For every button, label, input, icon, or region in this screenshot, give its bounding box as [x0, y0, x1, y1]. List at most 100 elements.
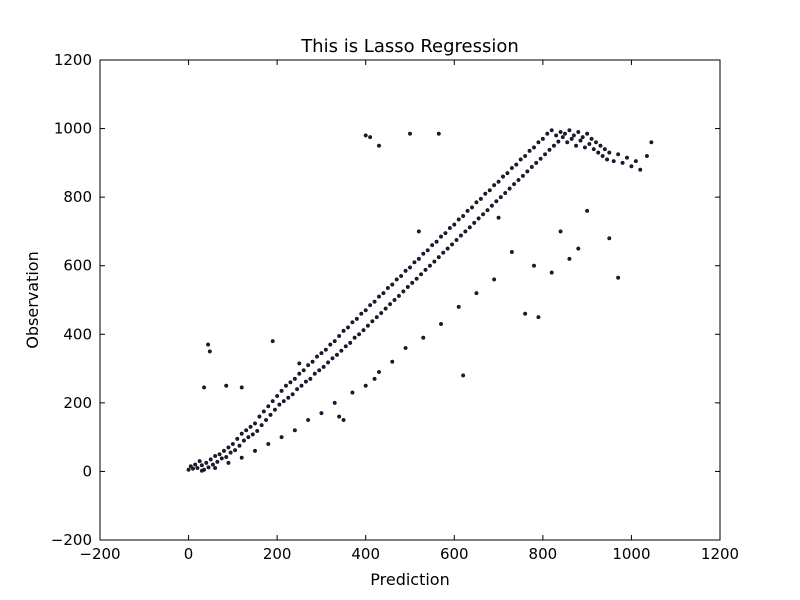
- scatter-point: [377, 143, 382, 148]
- scatter-point: [248, 424, 253, 429]
- scatter-point: [536, 140, 541, 145]
- scatter-point: [556, 139, 561, 144]
- scatter-point: [607, 150, 612, 155]
- scatter-point: [458, 233, 463, 238]
- scatter-point: [354, 316, 359, 321]
- scatter-point: [505, 171, 510, 176]
- scatter-point: [600, 153, 605, 158]
- scatter-point: [279, 388, 284, 393]
- scatter-point: [498, 195, 503, 200]
- scatter-point: [306, 363, 311, 368]
- scatter-point: [186, 467, 191, 472]
- scatter-point: [474, 200, 479, 205]
- scatter-point: [441, 250, 446, 255]
- scatter-point: [244, 428, 249, 433]
- scatter-point: [239, 431, 244, 436]
- scatter-point: [492, 277, 497, 282]
- scatter-point: [310, 359, 315, 364]
- x-tick-label: 1000: [612, 545, 650, 563]
- scatter-point: [450, 242, 455, 247]
- scatter-point: [421, 251, 426, 256]
- scatter-point: [257, 414, 262, 419]
- scatter-point: [328, 342, 333, 347]
- scatter-point: [527, 148, 532, 153]
- scatter-point: [611, 159, 616, 164]
- scatter-point: [226, 460, 231, 465]
- scatter-point: [221, 448, 226, 453]
- scatter-point: [520, 173, 525, 178]
- scatter-point: [390, 282, 395, 287]
- scatter-point: [492, 183, 497, 188]
- scatter-point: [494, 199, 499, 204]
- scatter-point: [534, 160, 539, 165]
- scatter-point: [299, 383, 304, 388]
- scatter-point: [250, 432, 255, 437]
- scatter-point: [315, 354, 320, 359]
- scatter-point: [383, 306, 388, 311]
- scatter-points: [186, 128, 654, 473]
- scatter-point: [235, 436, 240, 441]
- scatter-point: [295, 387, 300, 392]
- y-tick-label: 800: [63, 188, 92, 206]
- scatter-point: [616, 152, 621, 157]
- scatter-point: [292, 376, 297, 381]
- scatter-point: [272, 407, 277, 412]
- scatter-point: [363, 133, 368, 138]
- scatter-point: [348, 340, 353, 345]
- scatter-point: [587, 141, 592, 146]
- scatter-point: [372, 299, 377, 304]
- scatter-point: [363, 308, 368, 313]
- scatter-point: [261, 409, 266, 414]
- scatter-point: [538, 156, 543, 161]
- scatter-point: [288, 380, 293, 385]
- x-axis-ticks: −200 0 200 400 600 800 1000 1200: [79, 60, 739, 563]
- scatter-point: [565, 140, 570, 145]
- scatter-point: [403, 268, 408, 273]
- scatter-point: [439, 322, 444, 327]
- scatter-point: [363, 383, 368, 388]
- scatter-point: [350, 390, 355, 395]
- x-tick-label: 200: [263, 545, 292, 563]
- scatter-point: [485, 208, 490, 213]
- scatter-point: [436, 131, 441, 136]
- scatter-point: [596, 150, 601, 155]
- scatter-point: [472, 220, 477, 225]
- scatter-point: [224, 455, 229, 460]
- scatter-point: [207, 349, 212, 354]
- scatter-point: [408, 131, 413, 136]
- scatter-point: [352, 335, 357, 340]
- y-tick-label: 0: [82, 462, 92, 480]
- scatter-point: [427, 263, 432, 268]
- scatter-point: [589, 136, 594, 141]
- scatter-point: [259, 423, 264, 428]
- y-tick-label: 200: [63, 394, 92, 412]
- scatter-point: [195, 466, 200, 471]
- scatter-point: [629, 164, 634, 169]
- chart-title: This is Lasso Regression: [300, 36, 519, 57]
- scatter-point: [399, 274, 404, 279]
- x-tick-label: 0: [184, 545, 194, 563]
- scatter-point: [569, 136, 574, 141]
- scatter-point: [365, 323, 370, 328]
- scatter-point: [286, 395, 291, 400]
- scatter-point: [481, 212, 486, 217]
- scatter-point: [549, 270, 554, 275]
- scatter-point: [547, 147, 552, 152]
- scatter-point: [633, 159, 638, 164]
- scatter-point: [381, 291, 386, 296]
- scatter-point: [518, 157, 523, 162]
- scatter-point: [226, 445, 231, 450]
- scatter-point: [394, 277, 399, 282]
- scatter-point: [434, 239, 439, 244]
- y-axis-ticks: −200 0 200 400 600 800 1000 1200: [51, 51, 720, 549]
- scatter-point: [644, 153, 649, 158]
- scatter-point: [461, 213, 466, 218]
- scatter-point: [430, 243, 435, 248]
- scatter-point: [270, 339, 275, 344]
- scatter-point: [571, 133, 576, 138]
- scatter-point: [558, 129, 563, 134]
- scatter-point: [317, 368, 322, 373]
- x-axis-label: Prediction: [370, 570, 449, 589]
- scatter-point: [582, 145, 587, 150]
